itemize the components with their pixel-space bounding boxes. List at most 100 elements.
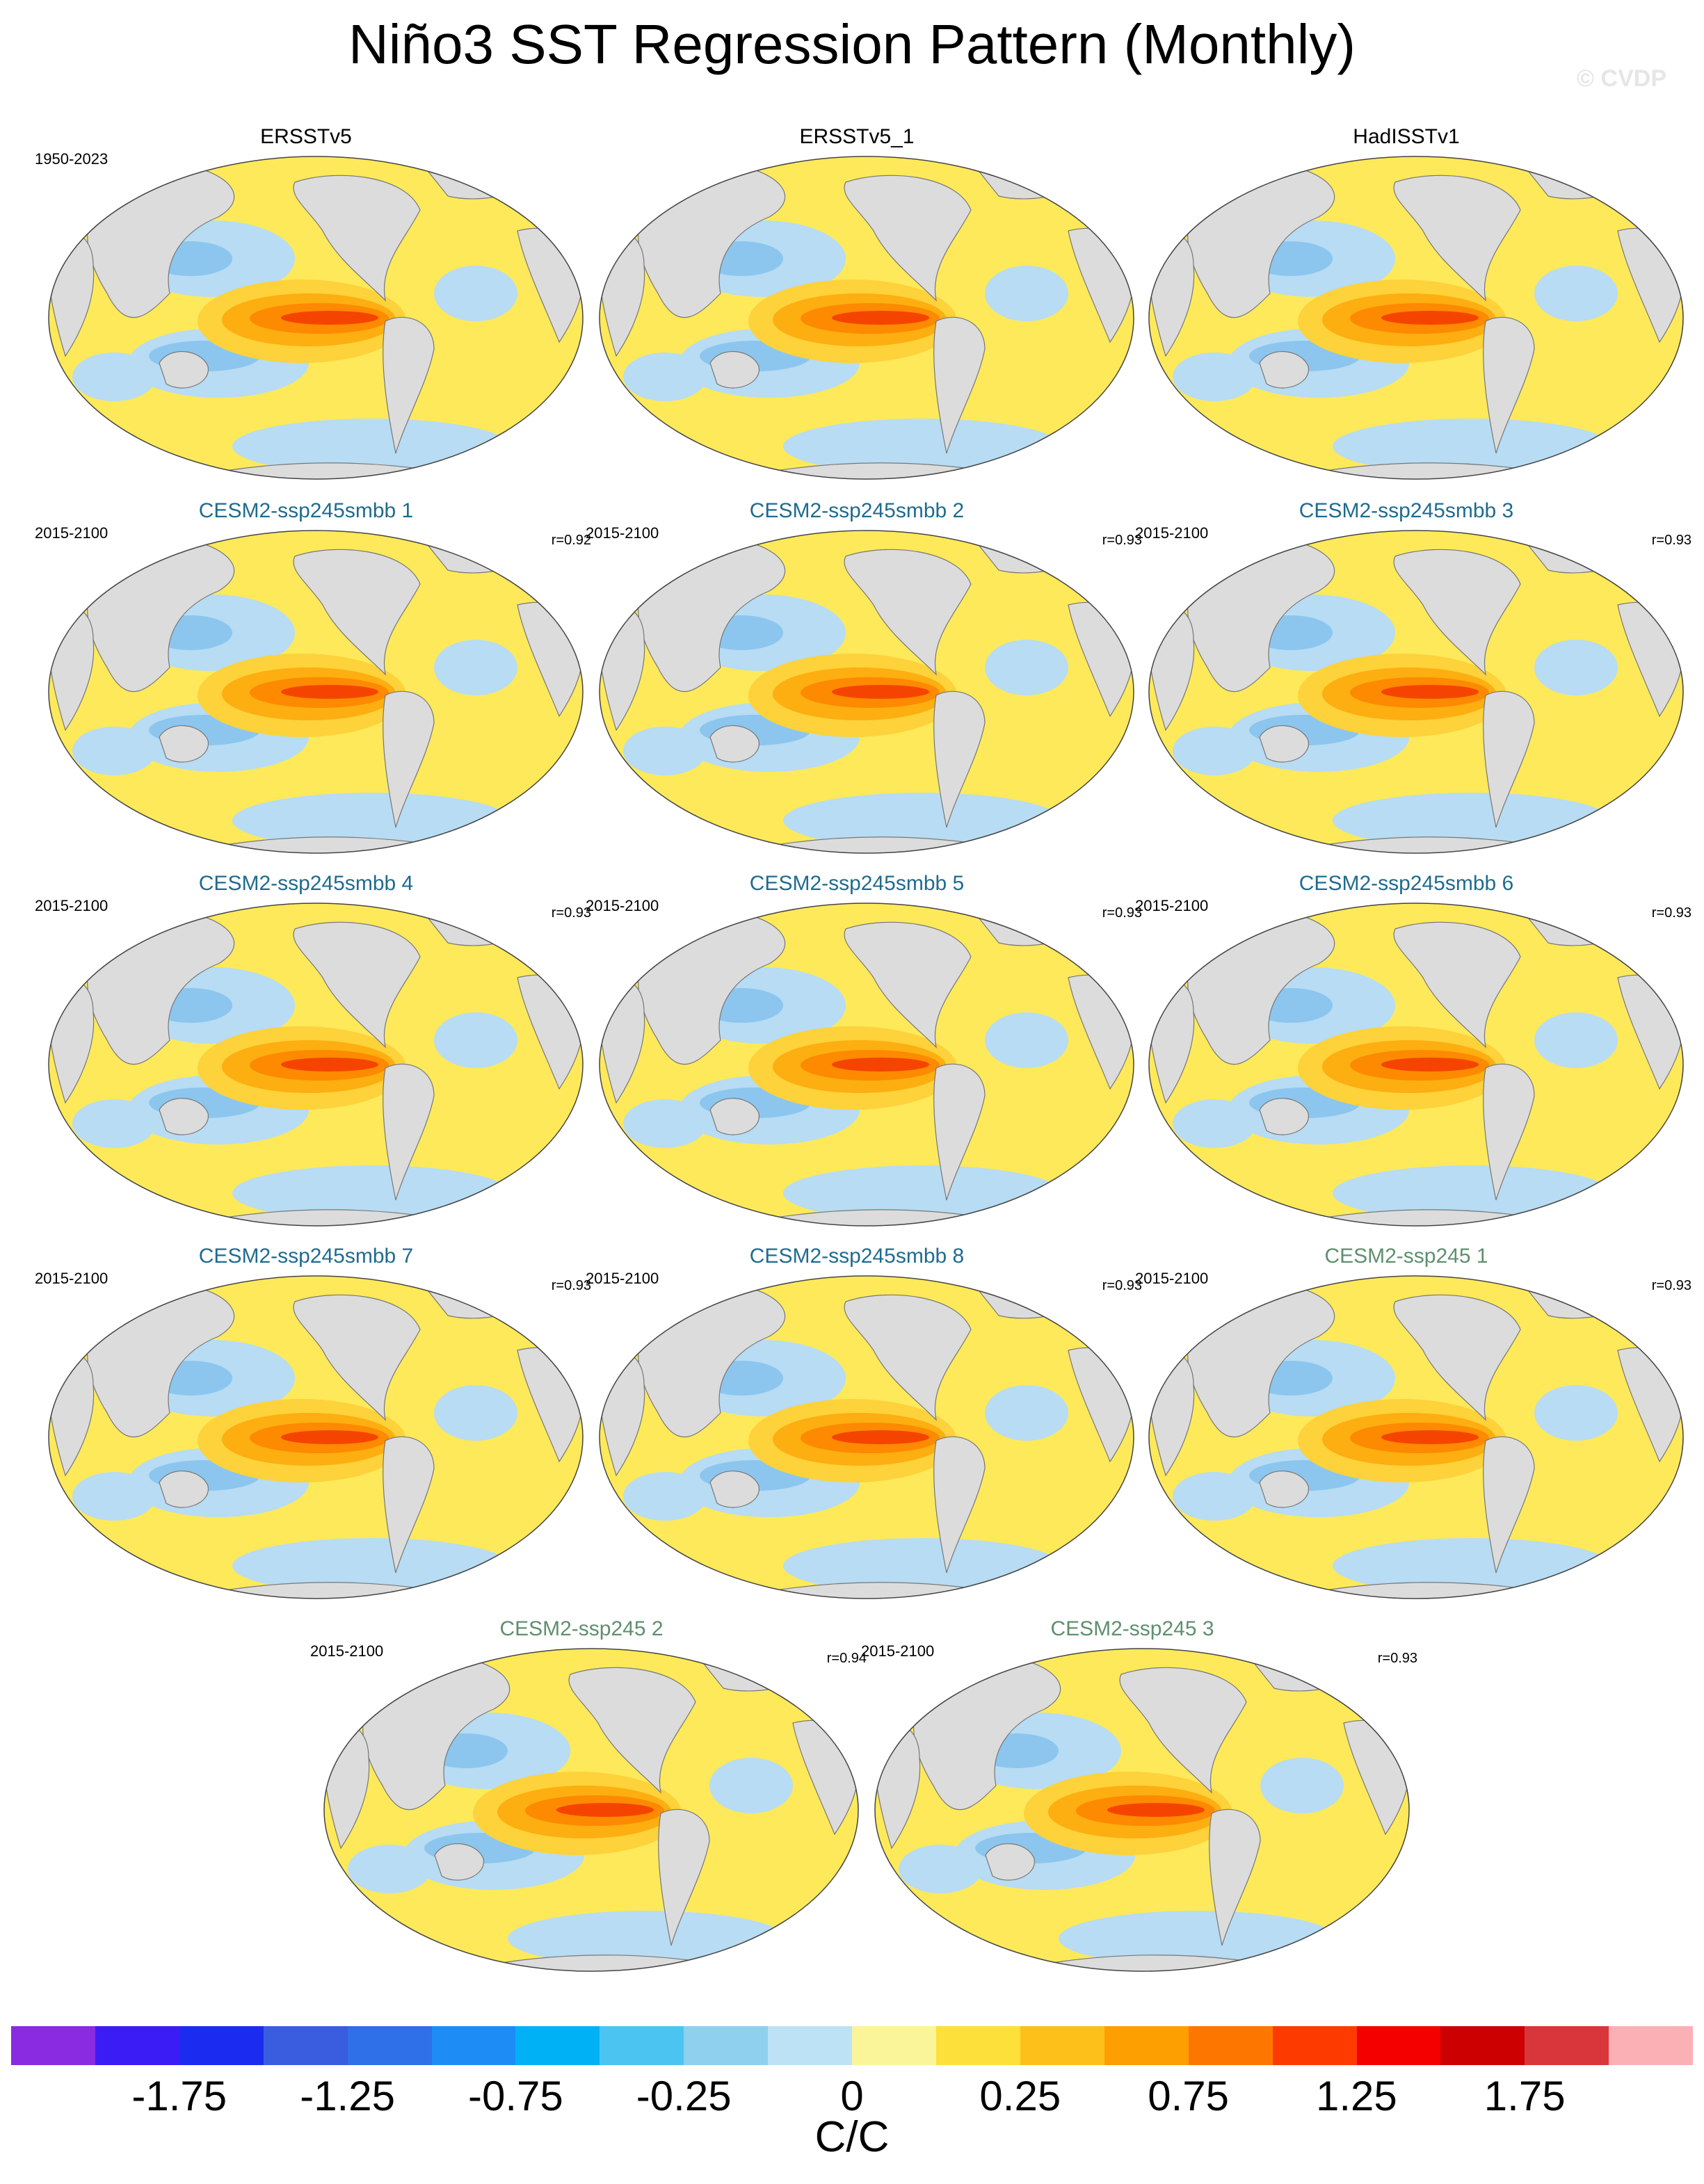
warm-tongue-core	[1107, 1803, 1205, 1817]
colorbar-cell	[600, 2026, 684, 2065]
south-america-landmass	[933, 1063, 986, 1201]
indian-ocean-negative	[1173, 353, 1256, 401]
atlantic-negative	[1534, 640, 1618, 695]
indian-ocean-negative	[72, 1099, 156, 1148]
atlantic-negative	[985, 640, 1068, 695]
sst-map	[1148, 903, 1684, 1227]
indian-ocean-negative	[623, 1099, 707, 1148]
sst-map	[599, 1275, 1134, 1599]
colorbar-units: C/C	[814, 2113, 890, 2161]
map-panel: CESM2-ssp245 3 2015-2100 r=0.93	[861, 1617, 1417, 1993]
sst-map	[48, 530, 584, 854]
atlantic-negative	[1260, 1758, 1344, 1813]
north-america-landmass	[568, 1667, 696, 1794]
indian-ocean-negative	[623, 353, 707, 401]
sst-map	[599, 156, 1134, 480]
colorbar-cell	[768, 2026, 853, 2065]
colorbar-tick-label: -1.75	[131, 2073, 227, 2119]
sst-field	[875, 1649, 1409, 1971]
warm-tongue-core	[1381, 311, 1479, 325]
pattern-correlation: r=0.93	[1102, 533, 1142, 548]
panel-title: CESM2-ssp245 3	[1050, 1617, 1214, 1640]
indian-ocean-negative	[1173, 1099, 1256, 1148]
australia-landmass	[159, 1097, 209, 1135]
australia-landmass	[709, 350, 759, 389]
australia-landmass	[159, 1470, 209, 1508]
south-america-landmass	[658, 1809, 710, 1946]
sst-field	[600, 156, 1134, 479]
panel-title: CESM2-ssp245smbb 3	[1299, 499, 1514, 522]
pattern-correlation: r=0.94	[826, 1651, 867, 1666]
sst-field	[1149, 531, 1683, 853]
south-america-landmass	[383, 1063, 435, 1201]
colorbar-cell	[684, 2026, 769, 2065]
colorbar-cell	[935, 2026, 1020, 2065]
map-panel: CESM2-ssp245 1 2015-2100 r=0.93	[1135, 1245, 1691, 1620]
colorbar-cell	[431, 2026, 516, 2065]
sst-field	[600, 531, 1134, 853]
atlantic-negative	[709, 1758, 793, 1813]
watermark: © CVDP	[1577, 65, 1666, 92]
sst-field	[600, 1276, 1134, 1599]
pattern-correlation: r=0.93	[1651, 1278, 1691, 1293]
north-america-landmass	[1393, 549, 1521, 676]
south-america-landmass	[933, 316, 986, 454]
sst-map	[1148, 156, 1684, 480]
map-outline	[599, 530, 1134, 854]
north-america-landmass	[844, 549, 972, 676]
panel-title: CESM2-ssp245smbb 2	[749, 499, 965, 522]
map-outline	[1148, 903, 1684, 1227]
pattern-correlation: r=0.93	[551, 905, 591, 921]
indian-ocean-negative	[1173, 727, 1256, 775]
map-outline	[599, 903, 1134, 1227]
colorbar-tick-label: -0.25	[636, 2073, 732, 2119]
colorbar-cell	[1272, 2026, 1357, 2065]
australia-landmass	[1259, 350, 1309, 389]
indian-ocean-negative	[1173, 1472, 1256, 1521]
north-america-landmass	[293, 175, 421, 302]
indian-ocean-negative	[623, 1472, 707, 1521]
australia-landmass	[1259, 725, 1309, 763]
warm-tongue-core	[281, 311, 378, 325]
map-panel: CESM2-ssp245smbb 4 2015-2100 r=0.93	[35, 872, 591, 1247]
map-panel: ERSSTv5 1950-2023	[35, 125, 584, 501]
map-outline	[599, 156, 1134, 480]
map-outline	[1148, 1275, 1684, 1599]
panel-period: 2015-2100	[861, 1642, 935, 1660]
panel-title: CESM2-ssp245 1	[1324, 1245, 1488, 1268]
panel-title: CESM2-ssp245 2	[499, 1617, 664, 1640]
australia-landmass	[709, 1470, 759, 1508]
atlantic-negative	[1534, 266, 1618, 321]
south-america-landmass	[933, 690, 986, 828]
panel-period: 2015-2100	[586, 1270, 659, 1287]
australia-landmass	[985, 1843, 1035, 1881]
panel-period: 2015-2100	[35, 897, 108, 914]
panel-title: HadISSTv1	[1353, 125, 1460, 148]
atlantic-negative	[985, 266, 1068, 321]
atlantic-negative	[434, 266, 517, 321]
panel-period: 2015-2100	[35, 1270, 108, 1287]
warm-tongue-core	[556, 1803, 654, 1817]
panel-period: 2015-2100	[1135, 524, 1209, 542]
indian-ocean-negative	[348, 1845, 431, 1893]
indian-ocean-negative	[899, 1845, 982, 1893]
map-panel: CESM2-ssp245smbb 8 2015-2100 r=0.93	[586, 1245, 1142, 1620]
pattern-correlation: r=0.92	[551, 533, 591, 548]
sst-map	[599, 530, 1134, 854]
north-america-landmass	[844, 1294, 972, 1421]
pattern-correlation: r=0.93	[1651, 533, 1691, 548]
map-panel: CESM2-ssp245smbb 7 2015-2100 r=0.93	[35, 1245, 591, 1620]
atlantic-negative	[1534, 1385, 1618, 1441]
colorbar-cell	[1609, 2026, 1694, 2065]
warm-tongue-core	[832, 685, 929, 699]
sst-field	[49, 1276, 583, 1599]
colorbar-cell	[1188, 2026, 1273, 2065]
panel-title: CESM2-ssp245smbb 4	[198, 872, 414, 895]
panel-title: ERSSTv5	[260, 125, 352, 148]
warm-tongue-core	[281, 1430, 378, 1444]
atlantic-negative	[985, 1385, 1068, 1441]
sst-field	[49, 156, 583, 479]
map-outline	[48, 156, 584, 480]
panel-period: 2015-2100	[1135, 897, 1209, 914]
colorbar-tick-label: -1.25	[300, 2073, 395, 2119]
